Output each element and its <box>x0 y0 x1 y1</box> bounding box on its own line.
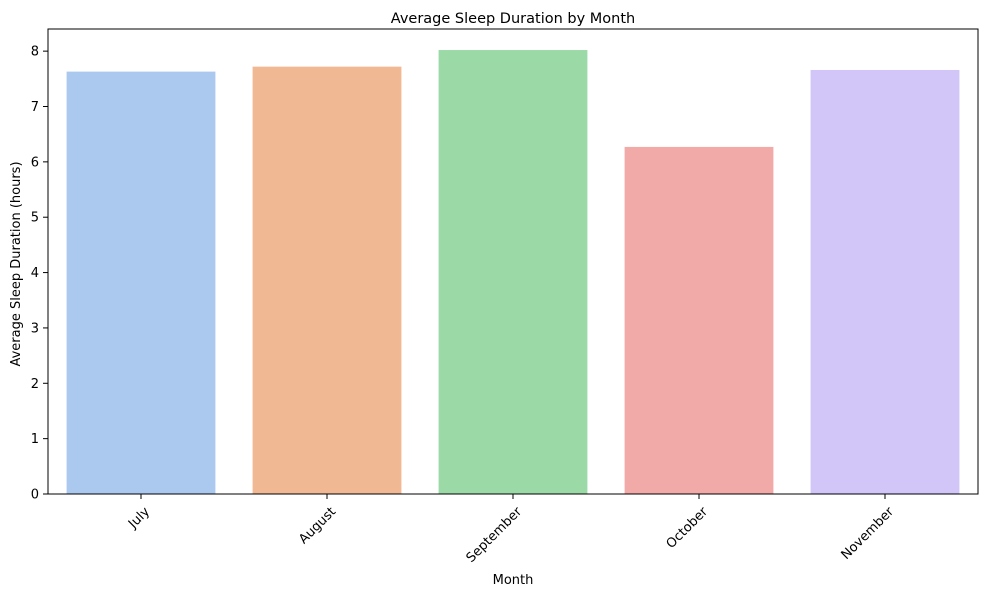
y-tick-label: 3 <box>31 321 39 336</box>
chart-title: Average Sleep Duration by Month <box>391 11 635 27</box>
bar-september <box>438 50 588 495</box>
x-tick-label: September <box>464 504 526 566</box>
y-tick-label: 8 <box>31 45 39 60</box>
x-tick-label: November <box>839 504 898 563</box>
y-axis-label: Average Sleep Duration (hours) <box>9 161 24 366</box>
x-axis-label: Month <box>493 573 534 588</box>
y-tick-label: 5 <box>31 211 39 226</box>
bar-august <box>252 66 402 495</box>
plot-frame <box>47 28 979 495</box>
y-tick-label: 2 <box>31 377 39 392</box>
bars-group <box>66 50 960 495</box>
x-axis-ticks: July August September October November <box>125 494 898 566</box>
x-tick-label: October <box>664 504 712 552</box>
bar-november <box>810 69 960 494</box>
bar-october <box>624 146 774 495</box>
y-tick-label: 0 <box>31 488 39 503</box>
y-tick-label: 6 <box>31 155 39 170</box>
x-tick-label: July <box>125 504 153 532</box>
y-tick-label: 7 <box>31 100 39 115</box>
y-axis-ticks: 0 1 2 3 4 5 6 7 8 <box>31 45 48 503</box>
x-tick-label: August <box>296 504 339 547</box>
y-tick-label: 1 <box>31 432 39 447</box>
bar-july <box>66 71 216 494</box>
y-tick-label: 4 <box>31 266 39 281</box>
